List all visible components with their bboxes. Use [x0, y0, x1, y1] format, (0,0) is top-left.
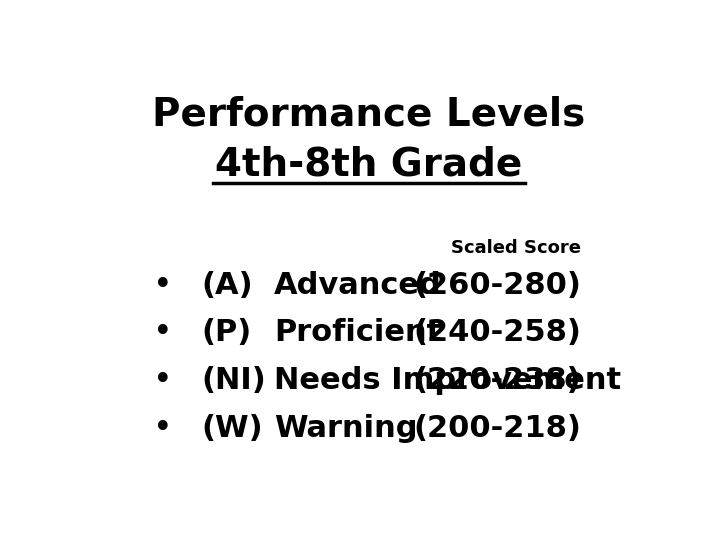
Text: (A): (A): [202, 271, 253, 300]
Text: (260-280): (260-280): [413, 271, 581, 300]
Text: Performance Levels: Performance Levels: [153, 96, 585, 134]
Text: (P): (P): [202, 319, 252, 348]
Text: (NI): (NI): [202, 366, 266, 395]
Text: Warning: Warning: [274, 414, 418, 443]
Text: Scaled Score: Scaled Score: [451, 239, 581, 256]
Text: 4th-8th Grade: 4th-8th Grade: [215, 146, 523, 184]
Text: (W): (W): [202, 414, 264, 443]
Text: •: •: [153, 412, 172, 445]
Text: (200-218): (200-218): [413, 414, 581, 443]
Text: •: •: [153, 316, 172, 349]
Text: •: •: [153, 364, 172, 397]
Text: Proficient: Proficient: [274, 319, 441, 348]
Text: Needs Improvement: Needs Improvement: [274, 366, 621, 395]
Text: Advanced: Advanced: [274, 271, 442, 300]
Text: (240-258): (240-258): [413, 319, 581, 348]
Text: •: •: [153, 269, 172, 302]
Text: (220-238): (220-238): [413, 366, 581, 395]
